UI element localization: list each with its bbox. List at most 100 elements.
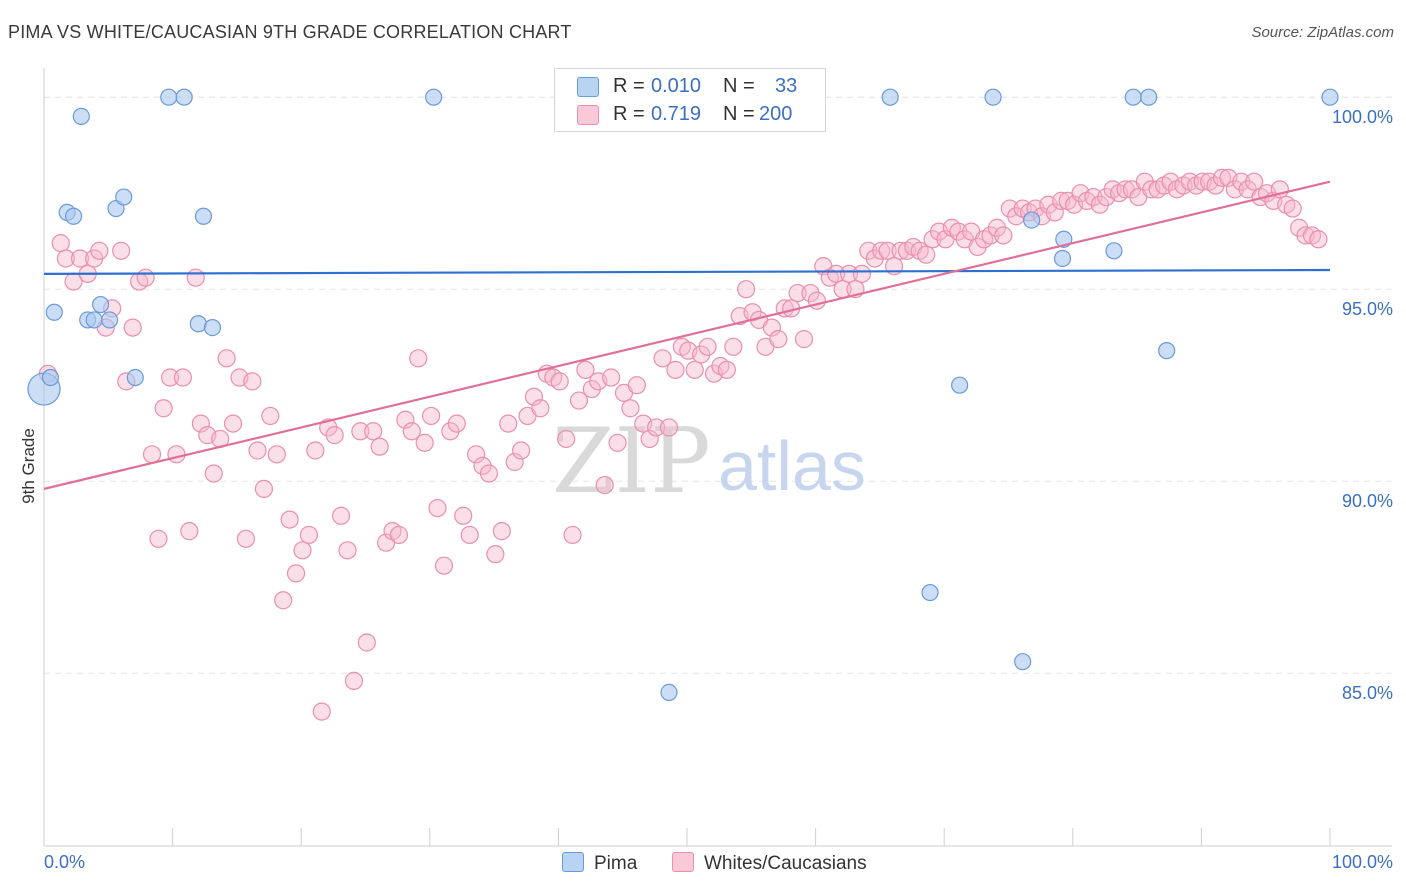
point-whites [191,414,210,433]
stats-legend: R = 0.010 N = 33 R = 0.719 N = 200 [554,68,826,132]
point-whites [167,445,186,464]
point-whites [160,368,180,387]
point-pima [203,319,222,337]
y-tick-label: 100.0% [1332,107,1393,127]
r-value: 0.010 [651,75,702,97]
point-pima [1321,88,1339,106]
point-whites [647,418,666,437]
point-whites [685,360,704,379]
point-whites [70,249,90,268]
point-whites [608,433,627,452]
point-whites [557,429,576,449]
point-whites [90,241,109,260]
point-whites [524,387,544,406]
point-whites [389,525,409,545]
point-whites [331,506,351,525]
point-whites [243,372,262,391]
source-label: Source: ZipAtlas.com [1251,24,1394,41]
point-whites [576,360,595,379]
point-whites [563,525,582,545]
point-whites [112,241,131,260]
point-pima [951,376,969,394]
point-whites [186,268,205,287]
point-whites [123,318,142,337]
point-whites [737,280,756,299]
point-pima [100,311,119,329]
watermark-zip: ZIP [552,409,711,514]
point-whites [447,414,466,433]
tick-labels: 85.0% 90.0% 95.0% 100.0% 0.0% 100.0% [44,107,1393,872]
point-whites [479,464,499,483]
y-axis-label: 9th Grade [19,428,38,504]
point-pima [1014,653,1032,671]
point-whites [357,633,376,652]
point-pima [1023,211,1041,229]
point-whites [180,522,199,541]
legend-row-whites: R = 0.719 N = 200 [555,100,825,128]
point-pima [160,88,178,106]
point-whites [51,234,70,253]
point-whites [254,479,274,498]
point-whites [217,349,236,368]
point-whites [878,241,897,260]
point-whites [1245,172,1264,191]
pima-swatch [577,77,599,97]
point-whites [602,368,621,387]
point-pima [194,207,213,225]
point-whites [717,360,736,379]
point-whites [827,264,846,283]
n-label: N = [723,75,755,97]
y-tick-label: 85.0% [1342,683,1393,703]
point-whites [173,368,192,387]
point-whites [460,525,479,545]
point-pima [1053,249,1072,268]
point-whites [286,564,306,583]
point-whites [595,475,614,495]
point-whites [344,671,364,690]
point-whites [396,410,415,429]
whites-swatch [672,852,694,872]
point-whites [1045,203,1064,222]
point-whites [267,445,286,464]
point-whites [149,529,168,548]
point-whites [872,241,891,260]
point-whites [204,464,223,483]
legend-row-pima: R = 0.010 N = 33 [555,72,825,100]
point-whites [136,268,155,287]
point-pima [660,683,678,702]
point-whites [499,414,518,433]
point-whites [236,529,256,548]
point-whites [762,318,781,337]
point-whites [409,349,428,368]
point-whites [492,522,511,541]
point-whites [1309,230,1328,249]
chart-title: PIMA VS WHITE/CAUCASIAN 9TH GRADE CORREL… [8,22,572,42]
point-pima [1140,88,1158,106]
point-whites [325,426,344,445]
x-tick-label: 0.0% [44,852,85,872]
legend-label-whites: Whites/Caucasians [704,853,867,874]
point-whites [1212,168,1232,187]
point-whites [666,360,685,379]
point-whites [293,541,312,560]
point-whites [364,422,383,441]
trend-line-pima [43,268,1331,275]
point-whites [1283,199,1302,218]
point-whites [531,399,550,418]
point-pima [45,303,63,321]
point-whites [261,406,280,426]
r-value: 0.719 [651,103,702,125]
point-whites [794,330,814,349]
point-whites [280,510,299,529]
point-whites [698,337,717,356]
point-pima [85,311,103,329]
x-tick-label: 100.0% [1332,852,1393,872]
trend-line-whites [43,180,1331,490]
point-whites [142,445,162,464]
legend-item-pima: Pima [562,852,637,875]
pima-swatch [562,852,584,872]
point-whites [788,283,807,303]
r-label: R = [613,75,645,97]
point-whites [421,406,441,426]
point-whites [56,249,75,268]
